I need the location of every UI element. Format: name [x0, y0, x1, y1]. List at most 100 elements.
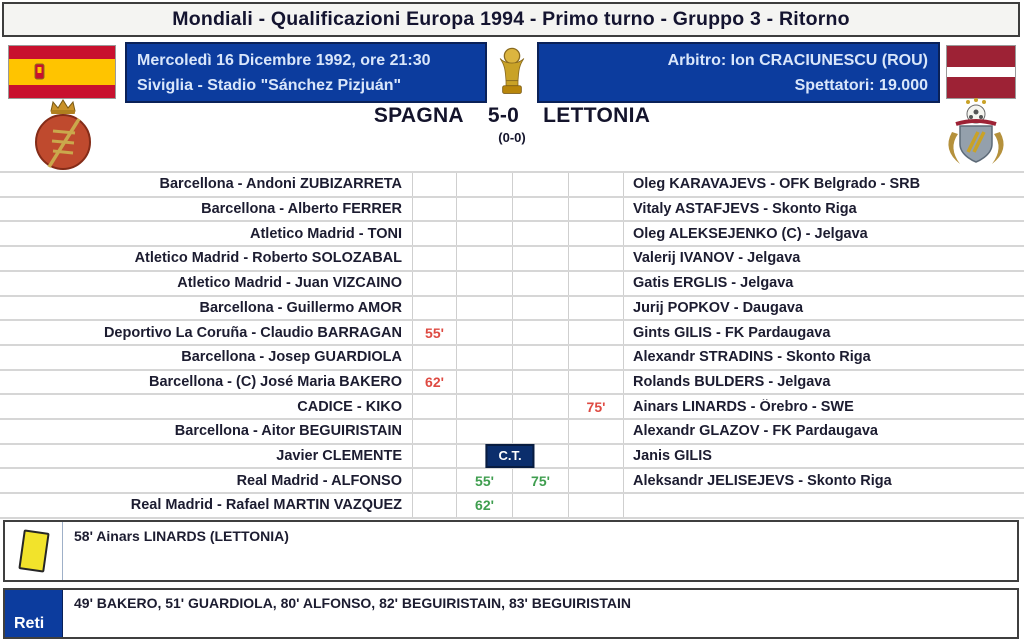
away-sub-in-minute [512, 296, 568, 320]
home-sub-out-minute [412, 345, 456, 369]
home-sub-out-minute [412, 296, 456, 320]
away-sub-out-minute [568, 197, 624, 221]
home-sub-in-minute: 55' [456, 469, 512, 493]
lineup-row: CADICE - KIKO 75' Ainars LINARDS - Örebr… [0, 395, 1024, 421]
home-sub-in-minute [456, 271, 512, 295]
away-sub-out-minute [568, 469, 624, 493]
away-player: Vitaly ASTAFJEVS - Skonto Riga [633, 201, 857, 218]
home-player: Atletico Madrid - Juan VIZCAINO [177, 275, 402, 292]
home-sub-in-minute [456, 197, 512, 221]
away-sub-out-minute [568, 444, 624, 468]
home-player: Barcellona - Josep GUARDIOLA [181, 349, 402, 366]
away-sub-out-minute [568, 494, 624, 517]
home-player: Atletico Madrid - TONI [250, 225, 402, 242]
away-sub-in-minute [512, 345, 568, 369]
home-player: Barcellona - Alberto FERRER [201, 201, 402, 218]
page-title-text: Mondiali - Qualificazioni Europa 1994 - … [172, 8, 850, 30]
away-player: Gatis ERGLIS - Jelgava [633, 275, 794, 292]
home-sub-in-minute: 62' [456, 494, 512, 517]
home-player: CADICE - KIKO [297, 398, 402, 415]
away-sub-in-minute: 75' [512, 469, 568, 493]
lineup-row: Barcellona - (C) José Maria BAKERO 62' R… [0, 370, 1024, 396]
home-player: Barcellona - Guillermo AMOR [199, 299, 403, 316]
away-sub-in-minute [512, 494, 568, 517]
goals-label: Reti [14, 615, 45, 632]
home-sub-out-minute: 55' [412, 321, 456, 344]
home-sub-out-minute [412, 420, 456, 443]
latvia-crest-icon [938, 98, 1014, 175]
away-player: Alexandr STRADINS - Skonto Riga [633, 349, 871, 366]
home-player: Real Madrid - ALFONSO [236, 472, 402, 489]
away-player: Jurij POPKOV - Daugava [633, 299, 804, 316]
home-player: Atletico Madrid - Roberto SOLOZABAL [134, 250, 402, 267]
away-sub-out-minute [568, 370, 624, 394]
lineup-row: Barcellona - Alberto FERRER Vitaly ASTAF… [0, 197, 1024, 223]
home-player: Deportivo La Coruña - Claudio BARRAGAN [103, 324, 402, 341]
latvia-flag-icon [946, 45, 1016, 99]
lineup-row: Barcellona - Josep GUARDIOLA Alexandr ST… [0, 345, 1024, 371]
away-player: Oleg KARAVAJEVS - OFK Belgrado - SRB [633, 176, 921, 193]
away-sub-out-minute [568, 345, 624, 369]
spain-crest-icon [27, 97, 99, 176]
spain-flag-icon [8, 45, 116, 99]
home-sub-in-minute [456, 345, 512, 369]
away-player: Aleksandr JELISEJEVS - Skonto Riga [633, 472, 892, 489]
home-player: Real Madrid - Rafael MARTIN VAZQUEZ [130, 497, 402, 514]
away-sub-in-minute [512, 222, 568, 246]
home-player: Barcellona - Aitor BEGUIRISTAIN [174, 423, 402, 440]
yellow-card-icon [17, 529, 50, 573]
away-sub-out-minute [568, 247, 624, 270]
home-sub-out-minute: 62' [412, 370, 456, 394]
goals-label-cell: Reti [5, 590, 63, 637]
away-team-name: LETTONIA [543, 104, 651, 127]
away-sub-out-minute [568, 296, 624, 320]
attendance: Spettatori: 19.000 [794, 77, 928, 94]
home-sub-out-minute [412, 247, 456, 270]
home-sub-in-minute [456, 420, 512, 443]
home-sub-in-minute [456, 395, 512, 419]
away-sub-in-minute [512, 247, 568, 270]
away-sub-out-minute [568, 173, 624, 196]
home-sub-in-minute [456, 444, 512, 468]
lineup-row: Atletico Madrid - Juan VIZCAINO Gatis ER… [0, 271, 1024, 297]
away-sub-in-minute [512, 173, 568, 196]
lineup-row: Javier CLEMENTE Janis GILIS C.T. [0, 444, 1024, 470]
lineup-row: Barcellona - Andoni ZUBIZARRETA Oleg KAR… [0, 173, 1024, 198]
goals-text: 49' BAKERO, 51' GUARDIOLA, 80' ALFONSO, … [74, 595, 632, 611]
away-sub-in-minute [512, 321, 568, 344]
home-sub-out-minute [412, 469, 456, 493]
trophy-box [485, 42, 539, 103]
home-sub-out-minute [412, 222, 456, 246]
home-sub-in-minute [456, 296, 512, 320]
home-player: Barcellona - Andoni ZUBIZARRETA [159, 176, 402, 193]
lineup-table: Barcellona - Andoni ZUBIZARRETA Oleg KAR… [0, 171, 1024, 519]
home-sub-in-minute [456, 321, 512, 344]
away-sub-in-minute [512, 420, 568, 443]
match-info-right: Arbitro: Ion CRACIUNESCU (ROU) Spettator… [668, 48, 928, 98]
away-player: Janis GILIS [633, 448, 712, 465]
away-player: Rolands BULDERS - Jelgava [633, 373, 831, 390]
home-player: Barcellona - (C) José Maria BAKERO [148, 373, 402, 390]
home-sub-in-minute [456, 173, 512, 196]
score-block: SPAGNA 5-0 LETTONIA (0-0) [0, 104, 1024, 145]
home-sub-in-minute [456, 222, 512, 246]
home-player: Javier CLEMENTE [276, 448, 402, 465]
away-sub-in-minute [512, 395, 568, 419]
lineup-row: Real Madrid - Rafael MARTIN VAZQUEZ 62' [0, 494, 1024, 519]
home-sub-out-minute [412, 271, 456, 295]
home-sub-in-minute [456, 370, 512, 394]
home-sub-out-minute [412, 494, 456, 517]
home-team-name: SPAGNA [373, 104, 464, 127]
away-player: Alexandr GLAZOV - FK Pardaugava [633, 423, 878, 440]
away-sub-out-minute [568, 321, 624, 344]
home-sub-out-minute [412, 395, 456, 419]
away-sub-in-minute [512, 370, 568, 394]
lineup-row: Atletico Madrid - TONI Oleg ALEKSEJENKO … [0, 222, 1024, 248]
home-sub-out-minute [412, 444, 456, 468]
match-venue: Siviglia - Stadio "Sánchez Pizjuán" [137, 77, 402, 94]
away-player: Ainars LINARDS - Örebro - SWE [633, 398, 854, 415]
away-sub-in-minute [512, 197, 568, 221]
lineup-row: Barcellona - Aitor BEGUIRISTAIN Alexandr… [0, 420, 1024, 445]
away-sub-out-minute [568, 420, 624, 443]
